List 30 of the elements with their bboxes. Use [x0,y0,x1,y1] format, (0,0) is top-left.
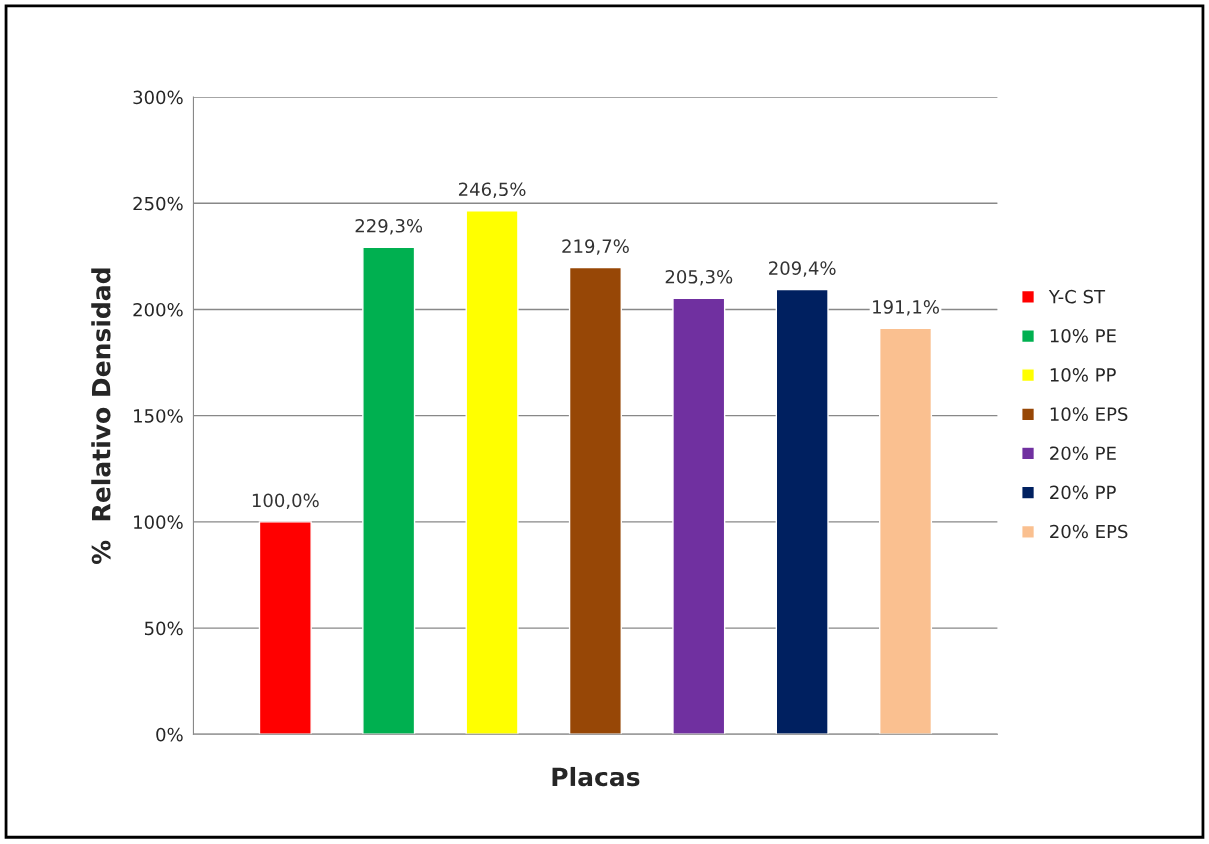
legend-label: 10% PP [1050,368,1116,382]
legend-label: 20% PE [1050,446,1116,461]
legend-label: Y-C ST [1048,289,1106,304]
bar [775,288,829,735]
legend-label: 10% EPS [1050,407,1128,421]
data-label: 191,1% [873,300,939,316]
bar [879,327,933,735]
legend-label: 10% PE [1050,328,1116,343]
legend-label: 20% PP [1050,485,1116,500]
data-label: 205,3% [665,269,733,286]
data-label: 219,7% [562,239,629,255]
y-tick-label: 250% [133,196,183,211]
data-label: 246,5% [458,182,526,198]
y-tick-label: 150% [134,409,183,423]
data-label: 100,0% [252,493,319,510]
data-label: 209,4% [769,261,836,277]
x-axis-title: Placas [552,766,640,787]
y-tick-label: 200% [133,302,183,317]
legend-label: 20% EPS [1050,524,1128,539]
y-tick-label: 100% [134,515,183,529]
data-label: 229,3% [355,218,423,235]
bar [362,246,416,735]
y-tick-label: 300% [133,90,183,105]
y-tick-label: 0% [156,727,183,742]
y-axis-title: % Relativo Densidad [91,268,111,565]
bar [568,266,622,735]
bar [258,521,312,735]
y-tick-label: 50% [144,621,183,636]
bar [465,210,519,735]
bar [672,297,726,735]
